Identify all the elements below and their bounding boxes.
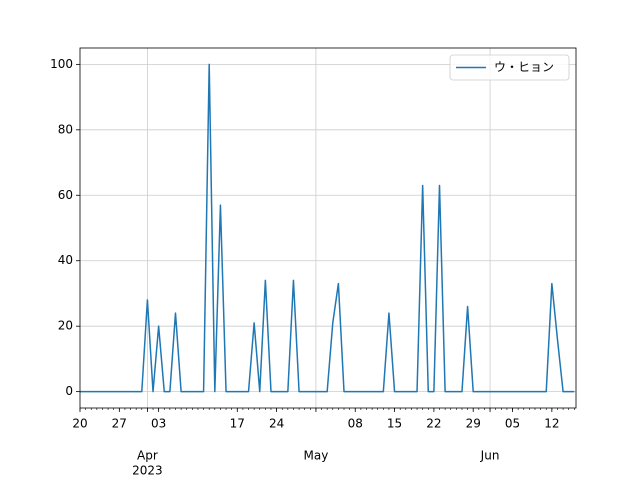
y-tick-label: 20	[58, 319, 73, 333]
x-tick-label: 03	[151, 417, 166, 431]
x-tick-label: 08	[348, 417, 363, 431]
x-tick-label: 05	[505, 417, 520, 431]
x-tick-label: 20	[72, 417, 87, 431]
month-label: May	[304, 449, 329, 463]
legend-box	[449, 54, 570, 81]
plot-frame	[79, 47, 577, 409]
y-tick-label: 80	[58, 122, 73, 136]
year-label: 2023	[132, 464, 163, 478]
y-tick-label: 60	[58, 188, 73, 202]
legend-label: ウ・ヒョン	[494, 60, 554, 74]
x-tick-label: 12	[544, 417, 559, 431]
x-tick-label: 29	[466, 417, 481, 431]
y-tick-label: 40	[58, 253, 73, 267]
month-label: Apr	[137, 449, 158, 463]
data-line	[80, 63, 575, 393]
x-tick-label: 15	[387, 417, 402, 431]
x-tick-label: 22	[426, 417, 441, 431]
y-tick-label: 100	[50, 57, 73, 71]
month-label: Jun	[480, 449, 500, 463]
x-tick-label: 27	[112, 417, 127, 431]
y-tick-label: 0	[65, 384, 73, 398]
x-tick-label: 24	[269, 417, 284, 431]
x-tick-label: 17	[230, 417, 245, 431]
